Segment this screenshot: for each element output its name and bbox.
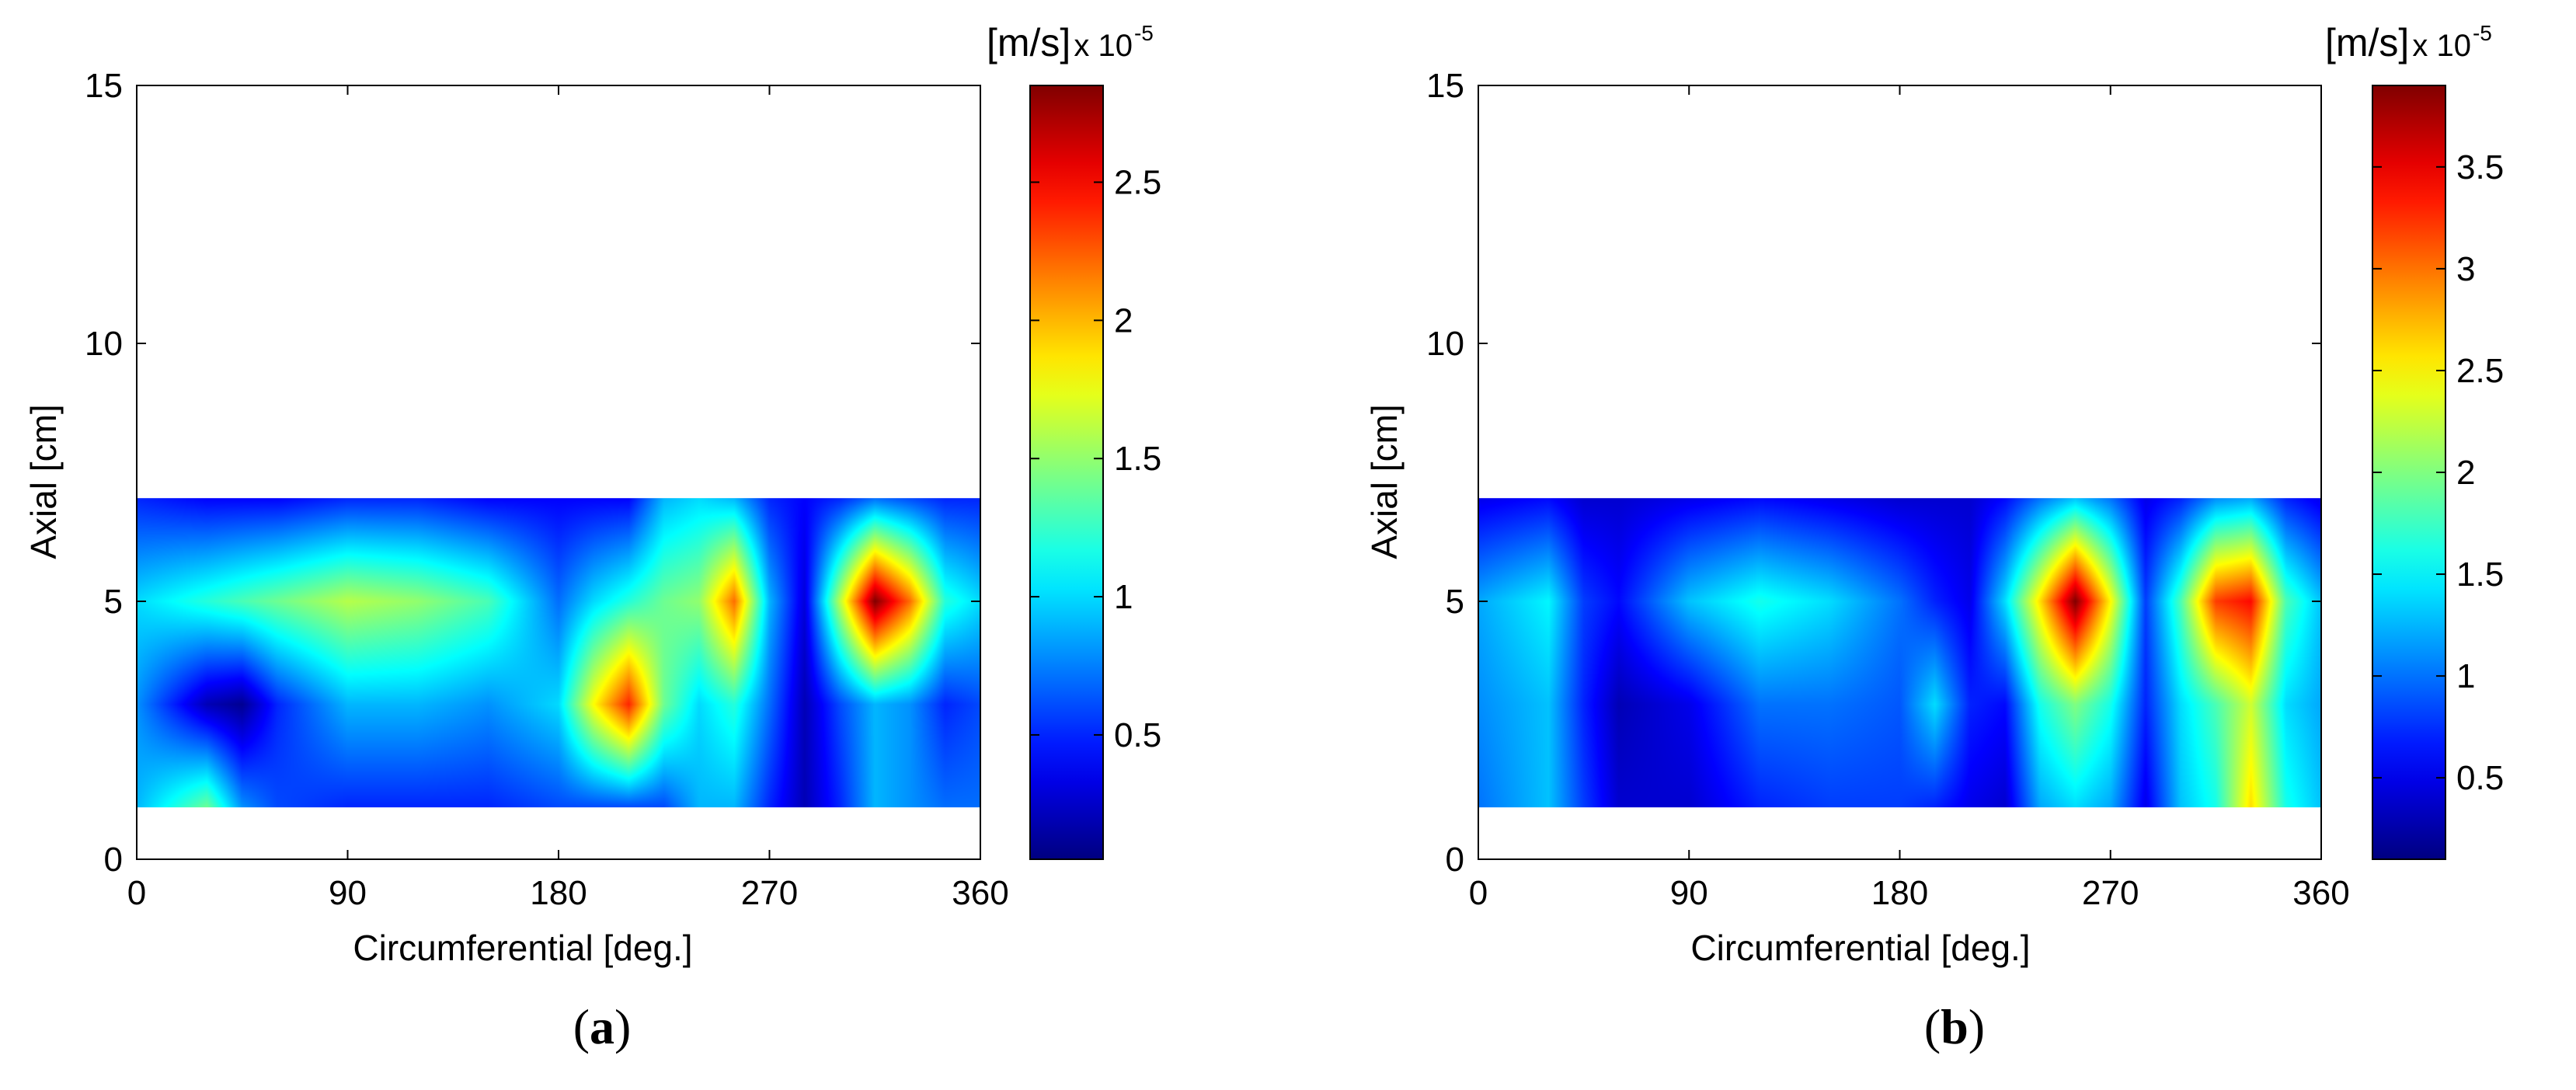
y-tick-label: 15 bbox=[1426, 67, 1464, 105]
x-tick-label: 360 bbox=[952, 874, 1008, 912]
colorbar-tick-label: 0.5 bbox=[1114, 716, 1161, 754]
colorbar-box bbox=[1029, 85, 1104, 860]
x-tick-label: 90 bbox=[329, 874, 367, 912]
x-tick-label: 270 bbox=[2082, 874, 2139, 912]
panel-caption: (b) bbox=[1924, 999, 1985, 1054]
panel-b: 0 90 180 270 360 0 5 10 15 0.5 1 1.5 2 2.5 3 3.5 Circu… bbox=[1364, 21, 2504, 1054]
y-tick-label: 5 bbox=[1446, 583, 1464, 621]
plot-area: 0 90 180 270 360 0 5 10 15 bbox=[1426, 67, 2350, 912]
colorbar-tick-label: 2 bbox=[2456, 454, 2475, 492]
colorbar-tick-label: 1.5 bbox=[2456, 555, 2504, 594]
panel-a: 0 90 180 270 360 0 5 10 15 0.5 1 1.5 2 2.5 Circumfer… bbox=[23, 21, 1161, 1054]
y-axis-label: Axial [cm] bbox=[1364, 404, 1405, 559]
colorbar-tick-label: 2.5 bbox=[1114, 164, 1161, 202]
panel-caption: (a) bbox=[573, 999, 632, 1054]
plot-area: 0 90 180 270 360 0 5 10 15 bbox=[85, 67, 1009, 912]
x-tick-label: 0 bbox=[1469, 874, 1488, 912]
colorbar-tick-label: 2.5 bbox=[2456, 352, 2504, 390]
colorbar-unit-label: [m/s] x 10-5 bbox=[2325, 21, 2492, 64]
y-tick-label: 10 bbox=[85, 325, 123, 363]
y-tick-label: 0 bbox=[104, 841, 123, 879]
heatmap-surface bbox=[1478, 498, 2321, 808]
panel-letter: b bbox=[1941, 999, 1969, 1054]
x-tick-label: 270 bbox=[741, 874, 798, 912]
y-tick-label: 10 bbox=[1426, 325, 1464, 363]
colorbar-tick-label: 3.5 bbox=[2456, 148, 2504, 186]
colorbar-tick-label: 2 bbox=[1114, 301, 1133, 340]
heatmap-surface bbox=[137, 498, 980, 808]
colorbar-fill bbox=[1030, 85, 1103, 859]
colorbar-fill bbox=[2372, 85, 2445, 859]
x-axis-label: Circumferential [deg.] bbox=[353, 928, 692, 968]
colorbar-tick-label: 1.5 bbox=[1114, 440, 1161, 478]
colorbar-tick-label: 0.5 bbox=[2456, 759, 2504, 797]
y-tick-label: 0 bbox=[1446, 841, 1464, 879]
colorbar: 0.5 1 1.5 2 2.5 3 3.5 bbox=[2372, 85, 2504, 860]
colorbar-tick-label: 3 bbox=[2456, 250, 2475, 288]
colorbar: 0.5 1 1.5 2 2.5 bbox=[1029, 85, 1161, 860]
y-tick-label: 5 bbox=[104, 583, 123, 621]
x-tick-label: 0 bbox=[127, 874, 146, 912]
x-axis-label: Circumferential [deg.] bbox=[1690, 928, 2030, 968]
x-tick-label: 180 bbox=[530, 874, 587, 912]
colorbar-unit-label: [m/s] x 10-5 bbox=[987, 21, 1154, 64]
x-tick-label: 180 bbox=[1871, 874, 1928, 912]
colorbar-tick-label: 1 bbox=[1114, 578, 1133, 616]
colorbar-tick-label: 1 bbox=[2456, 657, 2475, 695]
x-tick-label: 90 bbox=[1670, 874, 1708, 912]
x-tick-label: 360 bbox=[2292, 874, 2349, 912]
panel-letter: a bbox=[590, 999, 614, 1054]
y-tick-label: 15 bbox=[85, 67, 123, 105]
y-axis-label: Axial [cm] bbox=[23, 404, 64, 559]
